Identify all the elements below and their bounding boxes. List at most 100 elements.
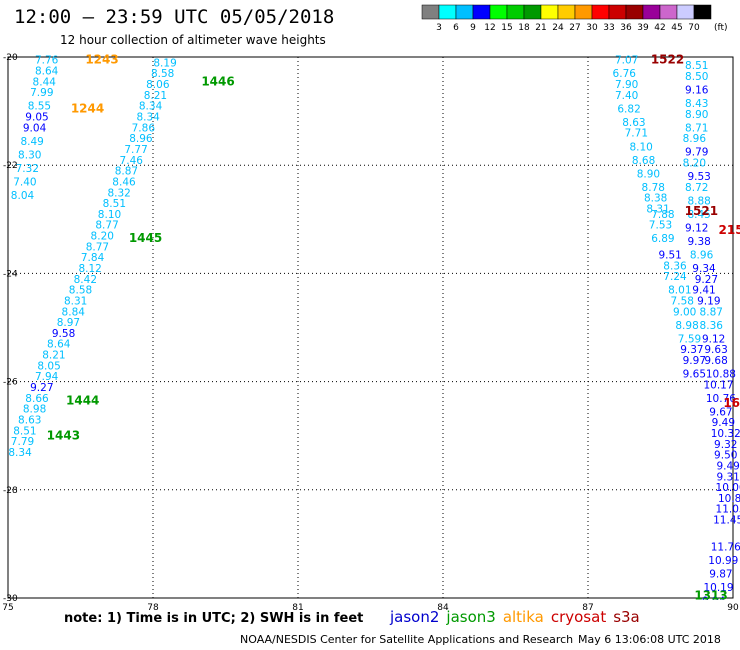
swh-value-label: 8.64 [35,66,59,78]
swh-value-label: 7.84 [81,252,105,264]
colorbar-swatch [659,4,678,20]
track-pass-label: 1444 [66,394,99,408]
chart-subtitle: 12 hour collection of altimeter wave hei… [60,33,326,47]
swh-value-label: 8.87 [700,306,723,318]
swh-value-label: 8.49 [20,136,43,148]
colorbar-label: 33 [603,23,614,33]
swh-value-label: 9.19 [697,295,720,307]
swh-value-label: 8.36 [663,260,687,272]
swh-value-label: 8.06 [146,79,170,91]
swh-value-label: 7.32 [16,163,39,175]
swh-value-label: 8.43 [685,98,708,110]
swh-value-label: 10.17 [703,379,733,391]
x-tick-label: 84 [437,603,449,613]
swh-value-label: 8.10 [629,141,652,153]
x-tick-label: 90 [727,603,739,613]
swh-value-label: 8.51 [103,198,126,210]
swh-value-label: 9.05 [25,112,48,124]
footer-note: note: 1) Time is in UTC; 2) SWH is in fe… [64,611,364,626]
swh-value-label: 8.96 [683,133,707,145]
swh-value-label: 7.46 [120,155,144,167]
swh-value-label: 8.90 [637,168,660,180]
swh-value-label: 11.13 [696,609,726,621]
swh-value-label: 9.53 [687,171,710,183]
colorbar-label: 30 [586,23,598,33]
timestamp: May 6 13:06:08 UTC 2018 [578,633,721,646]
colorbar-label: 6 [453,23,459,33]
swh-value-label: 7.53 [649,220,672,232]
swh-value-label: 8.30 [18,149,41,161]
swh-value-label: 9.16 [685,84,709,96]
swh-value-label: 8.96 [129,133,153,145]
swh-value-label: 8.63 [18,414,41,426]
swh-value-label: 7.79 [11,436,34,448]
swh-value-label: 7.40 [13,176,36,188]
colorbar-label: 3 [436,23,442,33]
satellite-legend: jason2 jason3 altika cryosat s3a [390,608,647,626]
swh-value-label: 9.31 [716,471,739,483]
swh-value-label: 8.05 [37,360,60,372]
swh-value-label: 10.06 [716,482,740,494]
swh-value-label: 7.76 [35,55,59,67]
track-pass-label: 1446 [201,74,234,88]
x-tick-label: 75 [2,603,13,613]
swh-value-label: 9.00 [673,306,696,318]
colorbar-label: 24 [552,23,564,33]
swh-value-label: 8.50 [685,71,708,83]
swh-value-label: 9.12 [685,222,708,234]
swh-value-label: 8.64 [47,339,71,351]
swh-value-label: 9.79 [685,147,708,159]
swh-value-label: 8.36 [700,320,724,332]
swh-value-label: 6.89 [651,233,674,245]
swh-value-label: 8.19 [153,57,176,69]
colorbar-swatch [540,4,559,20]
swh-value-label: 10.19 [703,582,733,594]
grid [8,57,733,598]
swh-value-label: 8.77 [86,241,109,253]
colorbar-swatch [591,4,610,20]
swh-value-label: 11.45 [713,515,740,527]
swh-value-label: 10.99 [708,555,738,567]
swh-value-label: 8.21 [42,350,65,362]
colorbar-label: 21 [535,23,546,33]
swh-value-label: 9.94 [702,596,726,608]
colorbar-label: 36 [620,23,632,33]
colorbar-swatch [625,4,644,20]
swh-value-label: 8.34 [136,112,160,124]
swh-value-label: 8.58 [151,68,174,80]
swh-value-label: 9.68 [704,355,727,367]
swh-value-label: 8.63 [622,117,645,129]
swh-value-label: 7.94 [35,371,59,383]
colorbar-label: 45 [671,23,682,33]
swh-value-label: 9.51 [658,249,681,261]
swh-value-label: 8.45 [687,209,710,221]
swh-value-label: 9.41 [692,285,715,297]
colorbar-label: 9 [470,23,476,33]
swh-value-label: 8.84 [62,306,86,318]
colorbar-swatch [438,4,457,20]
swh-value-label: 8.32 [107,187,130,199]
colorbar-swatch [642,4,661,20]
track-pass-label: 1443 [47,429,80,443]
swh-value-label: 10.88 [706,368,736,380]
swh-value-label: 7.90 [615,79,638,91]
swh-value-label: 8.68 [632,155,655,167]
colorbar-swatch [455,4,474,20]
legend-s3a: s3a [613,608,640,626]
legend-jason2: jason2 [390,608,440,626]
swh-value-label: 9.87 [709,569,732,581]
colorbar-label: 15 [501,23,512,33]
swh-value-label: 8.98 [675,320,698,332]
track-pass-label: 16 [723,396,740,410]
swh-value-label: 9.32 [714,439,737,451]
swh-value-label: 9.65 [683,368,706,380]
swh-value-label: 7.59 [678,333,701,345]
swh-value-label: 7.99 [30,87,53,99]
swh-value-label: 8.97 [57,317,80,329]
colorbar-swatch [693,4,712,20]
track-pass-label: 215 [719,223,740,237]
plot-border [7,56,734,599]
swh-value-label: 8.12 [78,263,101,275]
track-pass-label: 1521 [685,204,718,218]
